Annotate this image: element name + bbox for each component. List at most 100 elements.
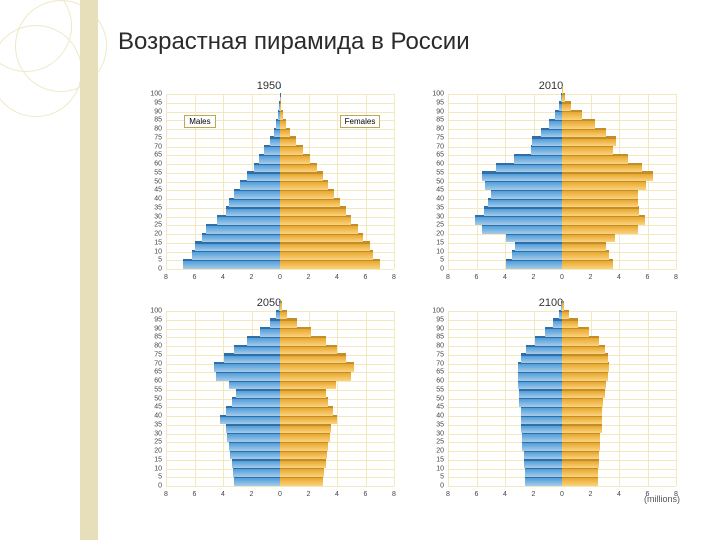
ytick-label: 40 [142,196,162,203]
xtick-label: 0 [560,491,564,498]
bar-male [240,182,280,189]
bar-female [280,373,351,380]
ytick-label: 60 [142,161,162,168]
ytick-label: 65 [142,152,162,159]
bar-female [562,329,589,336]
bar-female [562,408,602,415]
gridline-v [676,94,677,269]
bar-female [280,174,323,181]
xtick-label: 2 [532,274,536,281]
ytick-label: 85 [142,117,162,124]
bar-female [562,86,563,93]
ytick-label: 35 [424,204,444,211]
ytick-label: 45 [142,187,162,194]
bar-male [525,469,562,476]
xtick-label: 2 [250,274,254,281]
pyramid-plot: 8642024680510152025303540455055606570758… [166,94,394,269]
bar-female [280,443,328,450]
bar-female [562,426,602,433]
xtick-label: 0 [278,274,282,281]
bar-female [280,165,317,172]
bar-male [521,417,562,424]
xtick-label: 6 [364,274,368,281]
panel-title: 1950 [140,80,398,92]
bar-male [524,452,562,459]
bar-female [280,156,310,163]
bar-male [234,191,280,198]
ytick-label: 20 [142,448,162,455]
slide-root: Возрастная пирамида в России 1950 864202… [0,0,720,540]
ytick-label: 15 [142,456,162,463]
gridline-v [394,94,395,269]
legend-male: Males [184,115,215,128]
bar-female [562,95,565,102]
ytick-label: 85 [424,117,444,124]
decor-circle [0,25,82,117]
ytick-label: 50 [424,178,444,185]
pyramid-panel-2: 2050 86420246805101520253035404550556065… [140,297,398,500]
bar-male [216,373,280,380]
ytick-label: 70 [424,360,444,367]
bar-female [280,139,296,146]
bar-male [549,121,562,128]
ytick-label: 30 [142,430,162,437]
bar-female [280,364,354,371]
ytick-label: 55 [424,386,444,393]
xtick-label: 0 [560,274,564,281]
ytick-label: 30 [424,430,444,437]
bar-female [562,338,599,345]
side-strip [80,0,98,540]
bar-female [562,312,569,319]
xtick-label: 2 [589,274,593,281]
xtick-label: 2 [250,491,254,498]
bar-male [229,200,280,207]
bar-male [555,112,562,119]
bar-female [562,399,603,406]
ytick-label: 75 [142,134,162,141]
bar-female [562,121,595,128]
xtick-label: 6 [475,274,479,281]
ytick-label: 100 [424,91,444,98]
xtick-label: 4 [221,274,225,281]
xtick-label: 8 [164,491,168,498]
bar-male [226,426,280,433]
bar-female [280,244,370,251]
ytick-label: 25 [142,222,162,229]
bar-male [518,364,562,371]
bar-male [233,469,280,476]
ytick-label: 5 [424,474,444,481]
xtick-label: 2 [307,274,311,281]
ytick-label: 45 [424,187,444,194]
ytick-label: 45 [424,404,444,411]
bar-female [280,226,358,233]
bar-female [280,104,281,111]
bar-male [195,244,281,251]
bar-male [236,391,280,398]
bar-female [280,200,340,207]
ytick-label: 40 [424,413,444,420]
bar-female [280,303,282,310]
bar-male [506,235,562,242]
ytick-label: 5 [424,257,444,264]
bar-female [562,244,606,251]
bar-male [270,321,280,328]
bar-male [264,147,280,154]
xtick-label: 8 [446,274,450,281]
ytick-label: 10 [142,465,162,472]
ytick-label: 85 [142,334,162,341]
bar-female [280,469,324,476]
bar-female [562,417,602,424]
ytick-label: 25 [424,439,444,446]
pyramid-panel-3: 2100 86420246805101520253035404550556065… [422,297,680,500]
bar-female [280,191,334,198]
panel-title: 2100 [422,297,680,309]
bar-female [280,461,326,468]
ytick-label: 5 [142,257,162,264]
bar-female [562,461,599,468]
xtick-label: 4 [503,274,507,281]
bar-male [214,364,280,371]
panel-title: 2010 [422,80,680,92]
bar-female [562,174,653,181]
xtick-label: 0 [278,491,282,498]
bar-male [226,209,280,216]
